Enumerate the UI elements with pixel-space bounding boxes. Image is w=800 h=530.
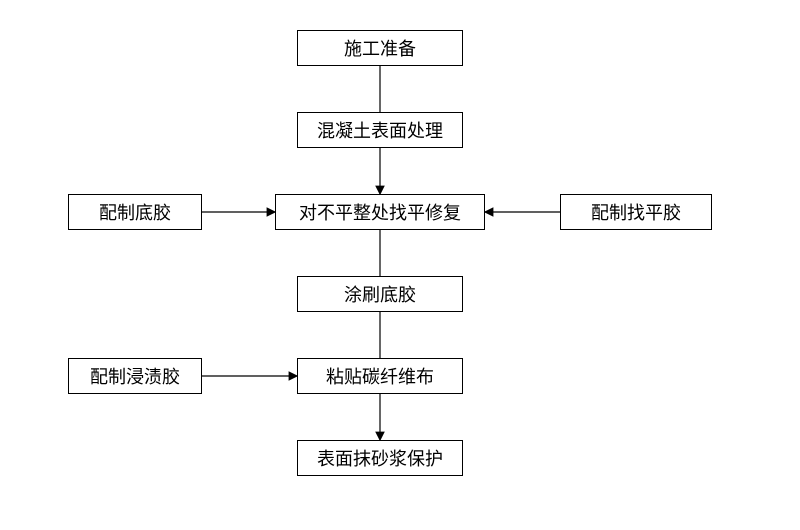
flowchart-node-label: 对不平整处找平修复 xyxy=(299,199,461,225)
flowchart-node: 配制浸渍胶 xyxy=(68,358,202,394)
flowchart-node-label: 配制浸渍胶 xyxy=(90,363,180,389)
flowchart-node-label: 混凝土表面处理 xyxy=(317,117,443,143)
flowchart-node: 混凝土表面处理 xyxy=(297,112,463,148)
flowchart-node: 施工准备 xyxy=(297,30,463,66)
flowchart-node-label: 配制找平胶 xyxy=(591,199,681,225)
flowchart-node-label: 涂刷底胶 xyxy=(344,281,416,307)
flowchart-node-label: 表面抹砂浆保护 xyxy=(317,445,443,471)
flowchart-node-label: 配制底胶 xyxy=(99,199,171,225)
flowchart-node: 配制找平胶 xyxy=(560,194,712,230)
flowchart-node-label: 施工准备 xyxy=(344,35,416,61)
flowchart-node: 配制底胶 xyxy=(68,194,202,230)
flowchart-node: 对不平整处找平修复 xyxy=(275,194,485,230)
flowchart-node: 粘贴碳纤维布 xyxy=(297,358,463,394)
flowchart-node: 涂刷底胶 xyxy=(297,276,463,312)
flowchart-node: 表面抹砂浆保护 xyxy=(297,440,463,476)
flowchart-node-label: 粘贴碳纤维布 xyxy=(326,363,434,389)
